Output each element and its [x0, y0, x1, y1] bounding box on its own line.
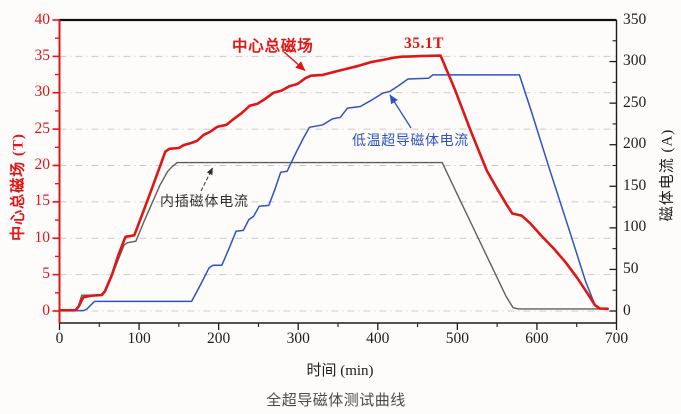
y-right-tick-label: 150	[623, 176, 647, 194]
y-right-tick-label: 200	[623, 135, 647, 153]
x-axis-title: 时间 (min)	[306, 363, 374, 379]
y-left-tick-label: 30	[34, 83, 51, 101]
figure-caption: 全超导磁体测试曲线	[266, 392, 406, 409]
x-tick-label: 0	[55, 330, 64, 347]
annotation-lts-current: 低温超导磁体电流	[352, 134, 469, 149]
x-tick-label: 100	[127, 330, 151, 347]
y-right-tick-label: 0	[623, 301, 631, 319]
x-tick-label: 500	[445, 330, 469, 347]
y-left-tick-label: 15	[34, 192, 51, 210]
y-left-tick-label: 5	[42, 265, 50, 283]
y-left-axis-title: 中心总磁场 (T)	[10, 133, 27, 241]
y-right-tick-label: 250	[623, 93, 647, 111]
y-right-tick-label: 300	[623, 52, 647, 70]
y-left-tick-label: 10	[34, 228, 51, 246]
y-left-tick-label: 35	[34, 46, 51, 64]
y-left-tick-label: 0	[42, 301, 50, 319]
y-right-tick-label: 350	[623, 10, 647, 28]
y-left-tick-label: 40	[34, 10, 51, 28]
annotation-insert-current: 内插磁体电流	[160, 195, 249, 210]
x-tick-label: 300	[286, 330, 310, 347]
y-right-tick-label: 100	[623, 218, 647, 236]
x-tick-label: 200	[207, 330, 231, 347]
y-left-tick-label: 25	[34, 119, 51, 137]
x-tick-label: 600	[525, 330, 549, 347]
x-tick-label: 400	[366, 330, 390, 347]
y-left-tick-label: 20	[34, 156, 51, 173]
x-tick-label: 700	[604, 330, 629, 347]
y-right-tick-label: 50	[623, 259, 639, 277]
annotation-total-field: 中心总磁场	[232, 38, 314, 55]
annotation-peak-value: 35.1T	[404, 35, 444, 52]
y-right-axis-title: 磁体电流 (A)	[659, 128, 676, 222]
